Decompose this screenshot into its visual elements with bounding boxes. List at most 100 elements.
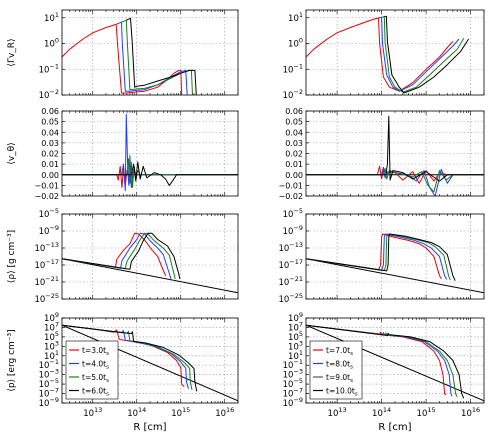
y-tick-label: 0.01 — [285, 160, 303, 169]
y-tick-label: 10−2 — [283, 88, 303, 101]
panel-frame — [305, 213, 485, 300]
y-tick-label: 103 — [44, 339, 59, 352]
y-axis-label: ⟨Γv_R⟩ — [7, 38, 17, 66]
y-tick-label: 107 — [288, 320, 303, 333]
series-line — [62, 165, 238, 188]
y-tick-label: 10−21 — [278, 275, 303, 288]
y-tick-label: −0.01 — [278, 181, 303, 190]
series-line — [62, 232, 176, 280]
series-line — [62, 161, 238, 186]
y-tick-label: 10−9 — [39, 224, 59, 237]
y-tick-label: 101 — [288, 11, 303, 24]
legend-label: t=10.0ts — [326, 387, 358, 398]
y-tick-label: 101 — [44, 11, 59, 24]
y-tick-label: 10−25 — [34, 292, 59, 305]
y-tick-label: 0.02 — [41, 150, 59, 159]
y-axis-label: ⟨ρ⟩ [g cm⁻³] — [7, 230, 17, 283]
x-axis-label: R [cm] — [378, 422, 411, 433]
y-tick-label: 10−2 — [39, 88, 59, 101]
x-tick-label: 1016 — [215, 406, 234, 419]
series-line — [126, 17, 197, 95]
y-tick-label: 0.04 — [285, 128, 303, 137]
y-tick-label: 10−17 — [278, 258, 303, 271]
y-tick-label: 0.01 — [41, 160, 59, 169]
panel-r1-right: 101 100 10−1 10−2 — [283, 9, 485, 101]
panel-r3-left: 10−5 10−9 10−13 10−17 10−21 10−25 — [34, 207, 239, 305]
series-line — [306, 233, 442, 279]
y-axis-label: ⟨p⟩ [erg cm⁻³] — [7, 329, 17, 391]
series-line — [384, 15, 470, 94]
y-tick-label: 0.03 — [41, 139, 59, 148]
series-line — [121, 19, 193, 95]
series-line — [116, 21, 188, 95]
series-line — [306, 324, 447, 396]
series-line — [306, 166, 484, 196]
y-tick-label: 105 — [44, 330, 59, 343]
x-tick-label: 1015 — [171, 406, 190, 419]
y-tick-label: 10−9 — [283, 396, 303, 409]
series-line — [62, 324, 193, 391]
series-line — [62, 232, 181, 280]
series-line — [306, 233, 456, 281]
y-tick-label: 10−1 — [283, 358, 303, 371]
x-tick-label: 1014 — [372, 406, 391, 419]
y-tick-label: 0.04 — [41, 128, 59, 137]
panel-r2-left: 0.06 0.050.04 0.03 0.020.01 0.00−0.01 −0.02 — [34, 107, 239, 201]
y-tick-label: 0.00 — [41, 171, 59, 180]
y-tick-label: −0.01 — [34, 181, 59, 190]
x-axis-label: R [cm] — [133, 422, 166, 433]
y-tick-label: −0.02 — [278, 192, 303, 201]
y-tick-label: 10−9 — [39, 396, 59, 409]
panel-frame — [61, 317, 239, 404]
y-tick-label: 10−5 — [39, 377, 59, 390]
y-tick-label: 10−21 — [34, 275, 59, 288]
y-tick-label: 10−3 — [39, 368, 59, 381]
y-tick-label: 107 — [44, 320, 59, 333]
series-line — [378, 16, 460, 92]
panel-frame — [61, 213, 239, 300]
x-tick-label: 1013 — [83, 406, 102, 419]
y-tick-label: 10−5 — [39, 207, 59, 220]
y-axis-label: ⟨v_θ⟩ — [7, 142, 17, 164]
series-line — [62, 158, 238, 188]
series-line-baseline — [62, 324, 238, 402]
y-tick-label: 0.06 — [41, 107, 59, 116]
y-tick-label: 10−1 — [39, 358, 59, 371]
y-tick-label: 10−3 — [283, 368, 303, 381]
series-line — [306, 165, 484, 184]
legend: t=7.0ts t=8.0ts t=9.0ts t=10.0ts — [309, 340, 363, 400]
y-tick-label: 0.05 — [41, 118, 59, 127]
series-line — [62, 232, 172, 280]
y-tick-label: 10−5 — [283, 377, 303, 390]
panel-frame — [61, 9, 239, 96]
y-tick-label: 10−13 — [278, 241, 303, 254]
y-tick-label: 109 — [44, 311, 59, 324]
legend-label: t=9.0ts — [326, 373, 353, 384]
panel-frame — [305, 9, 485, 96]
y-tick-label: 0.03 — [285, 139, 303, 148]
series-line — [306, 233, 448, 280]
panel-r3-right: 10−5 10−9 10−13 10−17 10−21 10−25 — [278, 207, 485, 305]
y-tick-label: −0.02 — [34, 192, 59, 201]
y-tick-label: 10−1 — [283, 62, 303, 75]
panel-frame — [305, 317, 485, 404]
series-line — [62, 23, 183, 95]
y-tick-label: 101 — [44, 349, 59, 362]
y-tick-label: 0.06 — [285, 107, 303, 116]
legend-label: t=4.0ts — [82, 360, 109, 371]
legend-label: t=5.0ts — [82, 373, 109, 384]
series-line — [62, 232, 167, 276]
legend: t=3.0ts t=4.0ts t=5.0ts t=6.0ts — [65, 340, 119, 400]
series-line — [306, 324, 458, 398]
x-tick-label: 1015 — [417, 406, 436, 419]
y-tick-label: 10−13 — [34, 241, 59, 254]
y-tick-label: 109 — [288, 311, 303, 324]
series-line — [306, 233, 451, 281]
x-tick-label: 1014 — [127, 406, 146, 419]
series-line — [306, 167, 484, 193]
series-line — [381, 16, 465, 93]
y-tick-label: 101 — [288, 349, 303, 362]
